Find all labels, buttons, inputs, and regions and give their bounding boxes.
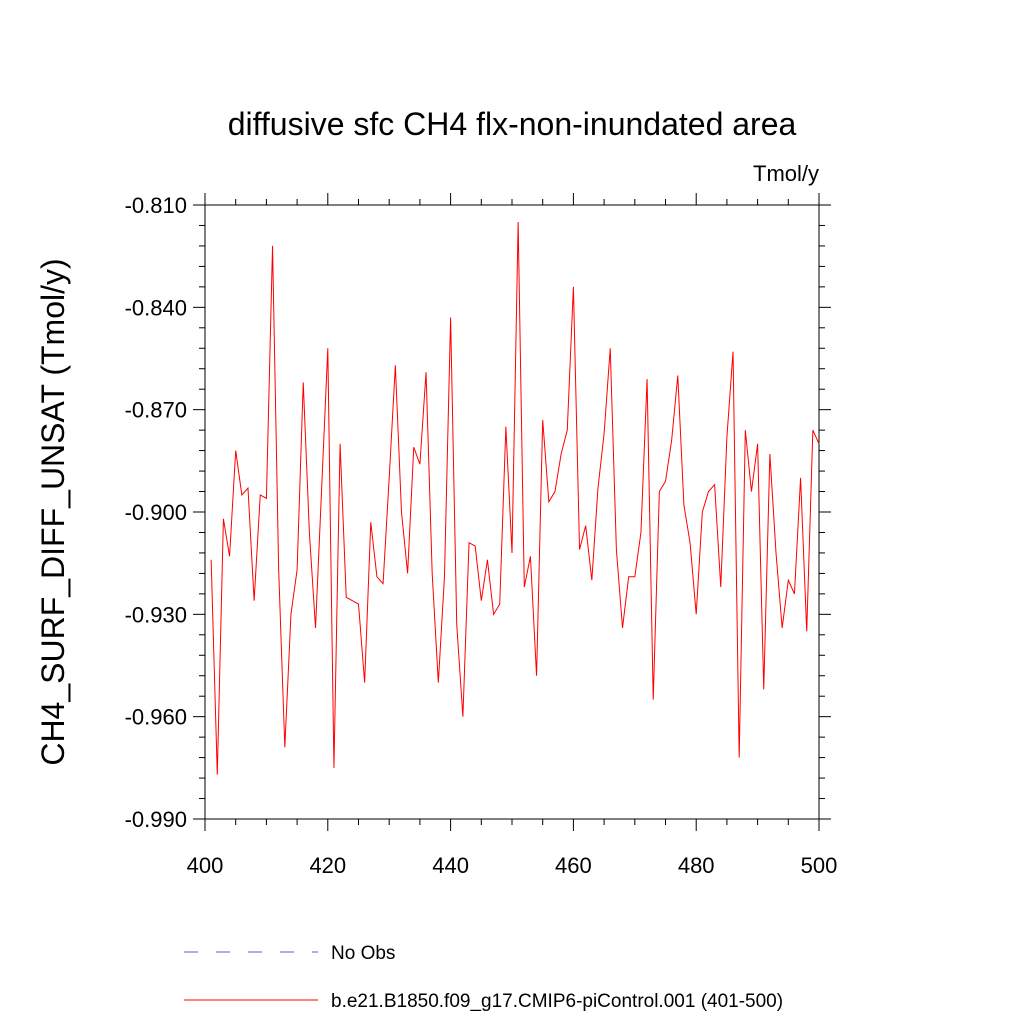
legend-label: No Obs — [331, 943, 395, 964]
x-tick-label: 420 — [309, 853, 346, 878]
x-tick-label: 480 — [678, 853, 715, 878]
y-tick-label: -0.840 — [125, 295, 187, 320]
y-tick-label: -0.930 — [125, 602, 187, 627]
x-tick-label: 500 — [801, 853, 838, 878]
y-tick-label: -0.810 — [125, 193, 187, 218]
chart-title: diffusive sfc CH4 flx-non-inundated area — [228, 106, 797, 142]
x-tick-label: 460 — [555, 853, 592, 878]
series-layer — [210, 222, 820, 775]
y-tick-label: -0.900 — [125, 500, 187, 525]
legend: No Obs b.e21.B1850.f09_g17.CMIP6-piContro… — [184, 943, 783, 1012]
y-axis-ticks: -0.810 -0.840 -0.870 -0.900 -0.930 -0.960 -0.9… — [125, 193, 831, 832]
y-axis-label: CH4_SURF_DIFF_UNSAT (Tmol/y) — [35, 258, 71, 765]
series-line — [210, 222, 820, 775]
plot-frame — [204, 204, 820, 820]
y-tick-label: -0.870 — [125, 398, 187, 423]
x-tick-label: 440 — [432, 853, 469, 878]
x-axis-ticks: 400 420 440 460 480 500 — [187, 193, 838, 878]
y-tick-label: -0.960 — [125, 705, 187, 730]
units-label: Tmol/y — [753, 161, 819, 186]
y-tick-label: -0.990 — [125, 807, 187, 832]
x-tick-label: 400 — [187, 853, 224, 878]
legend-label: b.e21.B1850.f09_g17.CMIP6-piControl.001 … — [331, 991, 783, 1012]
